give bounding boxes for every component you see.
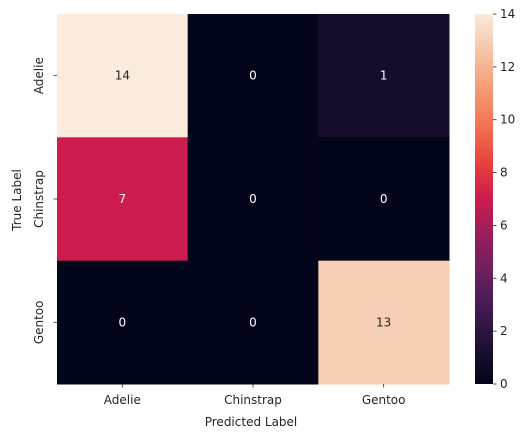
- y-axis-label: True Label: [10, 169, 24, 232]
- colorbar-ticks: 0 2 4 6 8 10 12 14: [493, 7, 515, 391]
- heatmap-cell: [318, 260, 450, 385]
- cell-annotations: 14 0 1 7 0 0 0 0 13: [115, 69, 392, 330]
- colorbar-tick-label: 2: [500, 324, 508, 338]
- colorbar: [475, 14, 493, 384]
- heatmap-cell: [187, 14, 319, 138]
- y-tick-label: Chinstrap: [32, 170, 46, 228]
- colorbar-tick-label: 4: [500, 271, 508, 285]
- colorbar-tick-label: 0: [500, 377, 508, 391]
- x-tick-label: Chinstrap: [224, 393, 282, 407]
- cell-value-label: 0: [119, 315, 127, 329]
- y-tick-label: Adelie: [32, 57, 46, 94]
- cell-value-label: 13: [376, 315, 391, 329]
- colorbar-tick-label: 8: [500, 166, 508, 180]
- colorbar-tick-label: 10: [500, 113, 515, 127]
- colorbar-tick-label: 12: [500, 60, 515, 74]
- heatmap-cell: [57, 260, 189, 385]
- cell-value-label: 0: [380, 192, 388, 206]
- cell-value-label: 1: [380, 69, 388, 83]
- colorbar-tick-label: 6: [500, 218, 508, 232]
- heatmap-cell: [187, 137, 319, 262]
- y-tick-labels: Adelie Chinstrap Gentoo: [32, 57, 57, 344]
- y-tick-label: Gentoo: [32, 300, 46, 344]
- cell-value-label: 14: [115, 69, 130, 83]
- heatmap-cell: [187, 260, 319, 385]
- cell-value-label: 0: [249, 69, 257, 83]
- cell-value-label: 0: [249, 192, 257, 206]
- heatmap-cell: [57, 14, 189, 138]
- heatmap-cell: [318, 137, 450, 262]
- x-tick-label: Adelie: [104, 393, 141, 407]
- cell-value-label: 7: [119, 192, 127, 206]
- colorbar-tick-label: 14: [500, 7, 515, 21]
- heatmap-cell: [318, 14, 450, 138]
- x-tick-label: Gentoo: [362, 393, 406, 407]
- cell-value-label: 0: [249, 315, 257, 329]
- heatmap-cell: [57, 137, 189, 262]
- heatmap-cells: [57, 14, 450, 385]
- x-axis-label: Predicted Label: [205, 415, 298, 429]
- x-tick-labels: Adelie Chinstrap Gentoo: [104, 384, 406, 407]
